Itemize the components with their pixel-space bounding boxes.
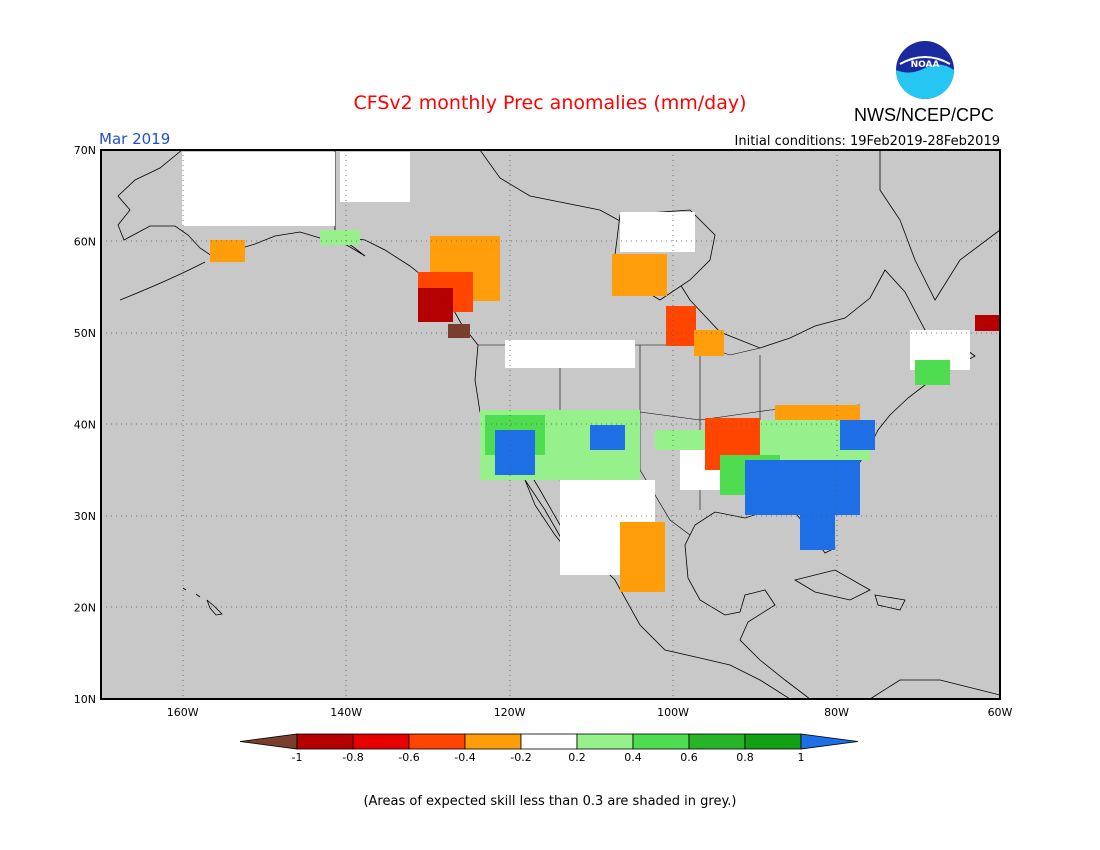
legend-swatch (576, 733, 634, 750)
lat-label: 60N (74, 236, 96, 249)
latitude-labels: 70N 60N 50N 40N 30N 20N 10N (74, 144, 96, 706)
legend-swatch (296, 733, 354, 750)
legend-tick-label: -0.4 (454, 751, 475, 764)
legend-arrow-high (800, 733, 859, 750)
agency-label: NWS/NCEP/CPC (854, 105, 994, 125)
legend-arrow-low (239, 733, 298, 750)
legend-tick-label: 0.6 (680, 751, 698, 764)
legend-tick-label: 0.4 (624, 751, 642, 764)
legend-swatch (744, 733, 802, 750)
legend-tick-label: 1 (798, 751, 805, 764)
longitude-labels: 160W 140W 120W 100W 80W 60W (167, 706, 1013, 719)
logo-text: NOAA (911, 60, 940, 70)
legend-swatch (520, 733, 578, 750)
lon-label: 100W (657, 706, 689, 719)
anomaly-patches (182, 152, 1000, 592)
footnote: (Areas of expected skill less than 0.3 a… (363, 794, 736, 809)
noaa-logo: NOAA (896, 41, 954, 99)
lat-label: 40N (74, 419, 96, 432)
lon-label: 140W (330, 706, 362, 719)
legend-tick-label: -0.8 (342, 751, 363, 764)
lon-label: 160W (167, 706, 199, 719)
lat-label: 20N (74, 602, 96, 615)
lat-label: 50N (74, 327, 96, 340)
legend-tick-label: 0.2 (568, 751, 586, 764)
legend-swatch (408, 733, 466, 750)
chart-title: CFSv2 monthly Prec anomalies (mm/day) (353, 92, 746, 114)
lon-label: 60W (988, 706, 1013, 719)
map-frame (100, 149, 1001, 700)
forecast-month: Mar 2019 (99, 130, 170, 148)
lon-label: 80W (824, 706, 849, 719)
color-legend: -1 -0.8 -0.6 -0.4 -0.2 0.2 0.4 0.6 0.8 1 (239, 733, 859, 764)
lon-label: 120W (494, 706, 526, 719)
legend-tick-label: -0.6 (398, 751, 419, 764)
legend-swatch (632, 733, 690, 750)
legend-swatch (464, 733, 522, 750)
legend-swatch (688, 733, 746, 750)
legend-swatch (352, 733, 410, 750)
map-panel (100, 149, 1001, 700)
legend-tick-label: -1 (292, 751, 303, 764)
initial-conditions: Initial conditions: 19Feb2019-28Feb2019 (735, 134, 1000, 149)
lat-label: 30N (74, 510, 96, 523)
lat-label: 70N (74, 144, 96, 157)
lat-label: 10N (74, 693, 96, 706)
legend-tick-label: 0.8 (736, 751, 754, 764)
legend-tick-label: -0.2 (510, 751, 531, 764)
